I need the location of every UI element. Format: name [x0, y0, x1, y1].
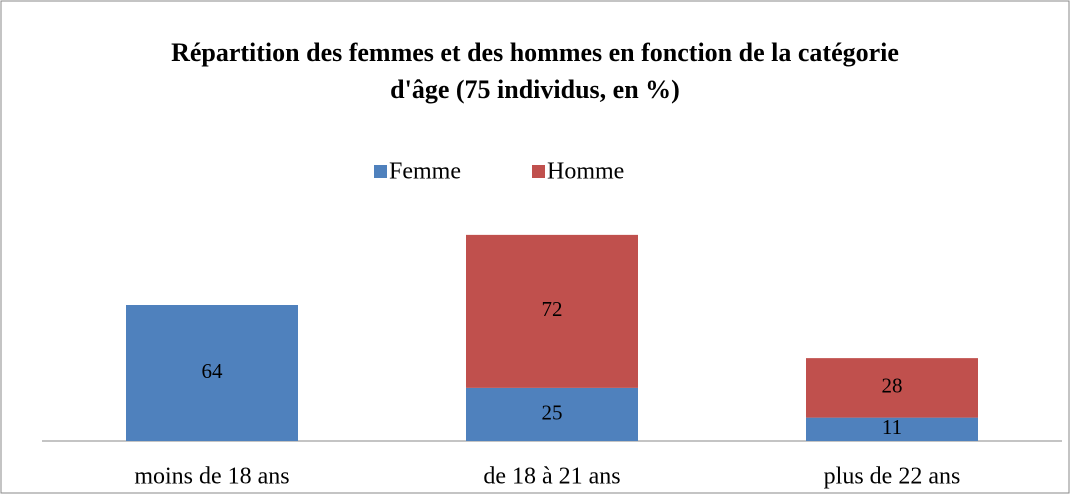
data-label: 11: [882, 415, 902, 439]
data-label: 25: [542, 400, 563, 424]
data-label: 28: [882, 374, 903, 398]
legend-swatch: [374, 165, 387, 178]
bar-segment: [466, 387, 638, 441]
x-tick-label: moins de 18 ans: [134, 464, 289, 490]
legend-label: Homme: [547, 159, 624, 185]
bar-segment: [466, 234, 638, 388]
data-label: 64: [202, 359, 224, 383]
chart-title: Répartition des femmes et des hommes en …: [171, 38, 899, 104]
bar-segment: [126, 305, 298, 441]
x-tick-label: de 18 à 21 ans: [483, 464, 620, 490]
x-tick-label: plus de 22 ans: [824, 464, 961, 490]
legend-swatch: [532, 165, 545, 178]
data-label: 72: [542, 297, 563, 321]
legend-label: Femme: [389, 159, 461, 185]
bar-segment: [806, 358, 978, 418]
bar-segment: [806, 417, 978, 441]
